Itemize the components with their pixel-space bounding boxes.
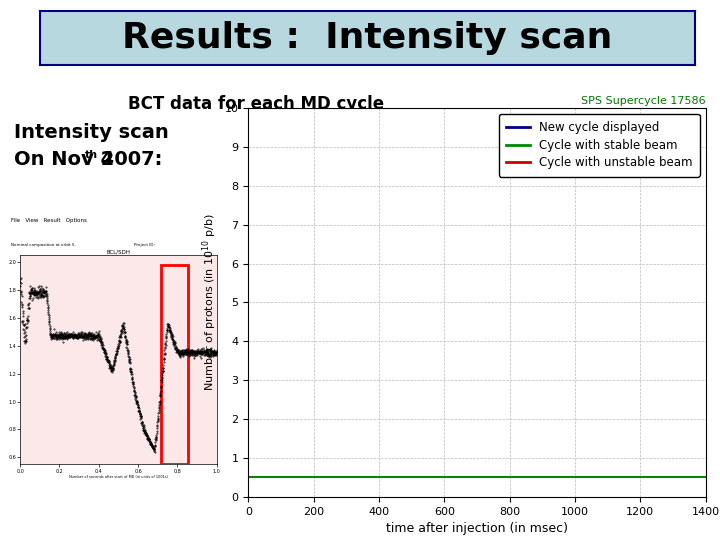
Text: th: th (86, 150, 99, 160)
Text: BCT data for each MD cycle: BCT data for each MD cycle (127, 95, 384, 113)
Bar (161, 265, 188, 464)
Text: On Nov 4: On Nov 4 (14, 150, 114, 169)
Text: Results :  Intensity scan: Results : Intensity scan (122, 21, 613, 55)
X-axis label: time after injection (in msec): time after injection (in msec) (386, 522, 568, 535)
Y-axis label: Number of protons (in 10$^{10}$ p/b): Number of protons (in 10$^{10}$ p/b) (201, 213, 219, 392)
Legend: New cycle displayed, Cycle with stable beam, Cycle with unstable beam: New cycle displayed, Cycle with stable b… (499, 114, 700, 177)
Text: File   View   Result   Options: File View Result Options (12, 218, 87, 222)
Text: Intensity scan: Intensity scan (14, 123, 169, 142)
X-axis label: Number of seconds after start of MD (in units of 1001s): Number of seconds after start of MD (in … (69, 475, 168, 479)
Text: Nominal composition at orbit 5.: Nominal composition at orbit 5. (12, 242, 76, 247)
Text: Project ID:: Project ID: (134, 242, 155, 247)
Text: 2007:: 2007: (94, 150, 163, 169)
Text: SPS Supercycle 17586: SPS Supercycle 17586 (581, 96, 706, 106)
Title: BCL/SDH: BCL/SDH (107, 249, 130, 254)
